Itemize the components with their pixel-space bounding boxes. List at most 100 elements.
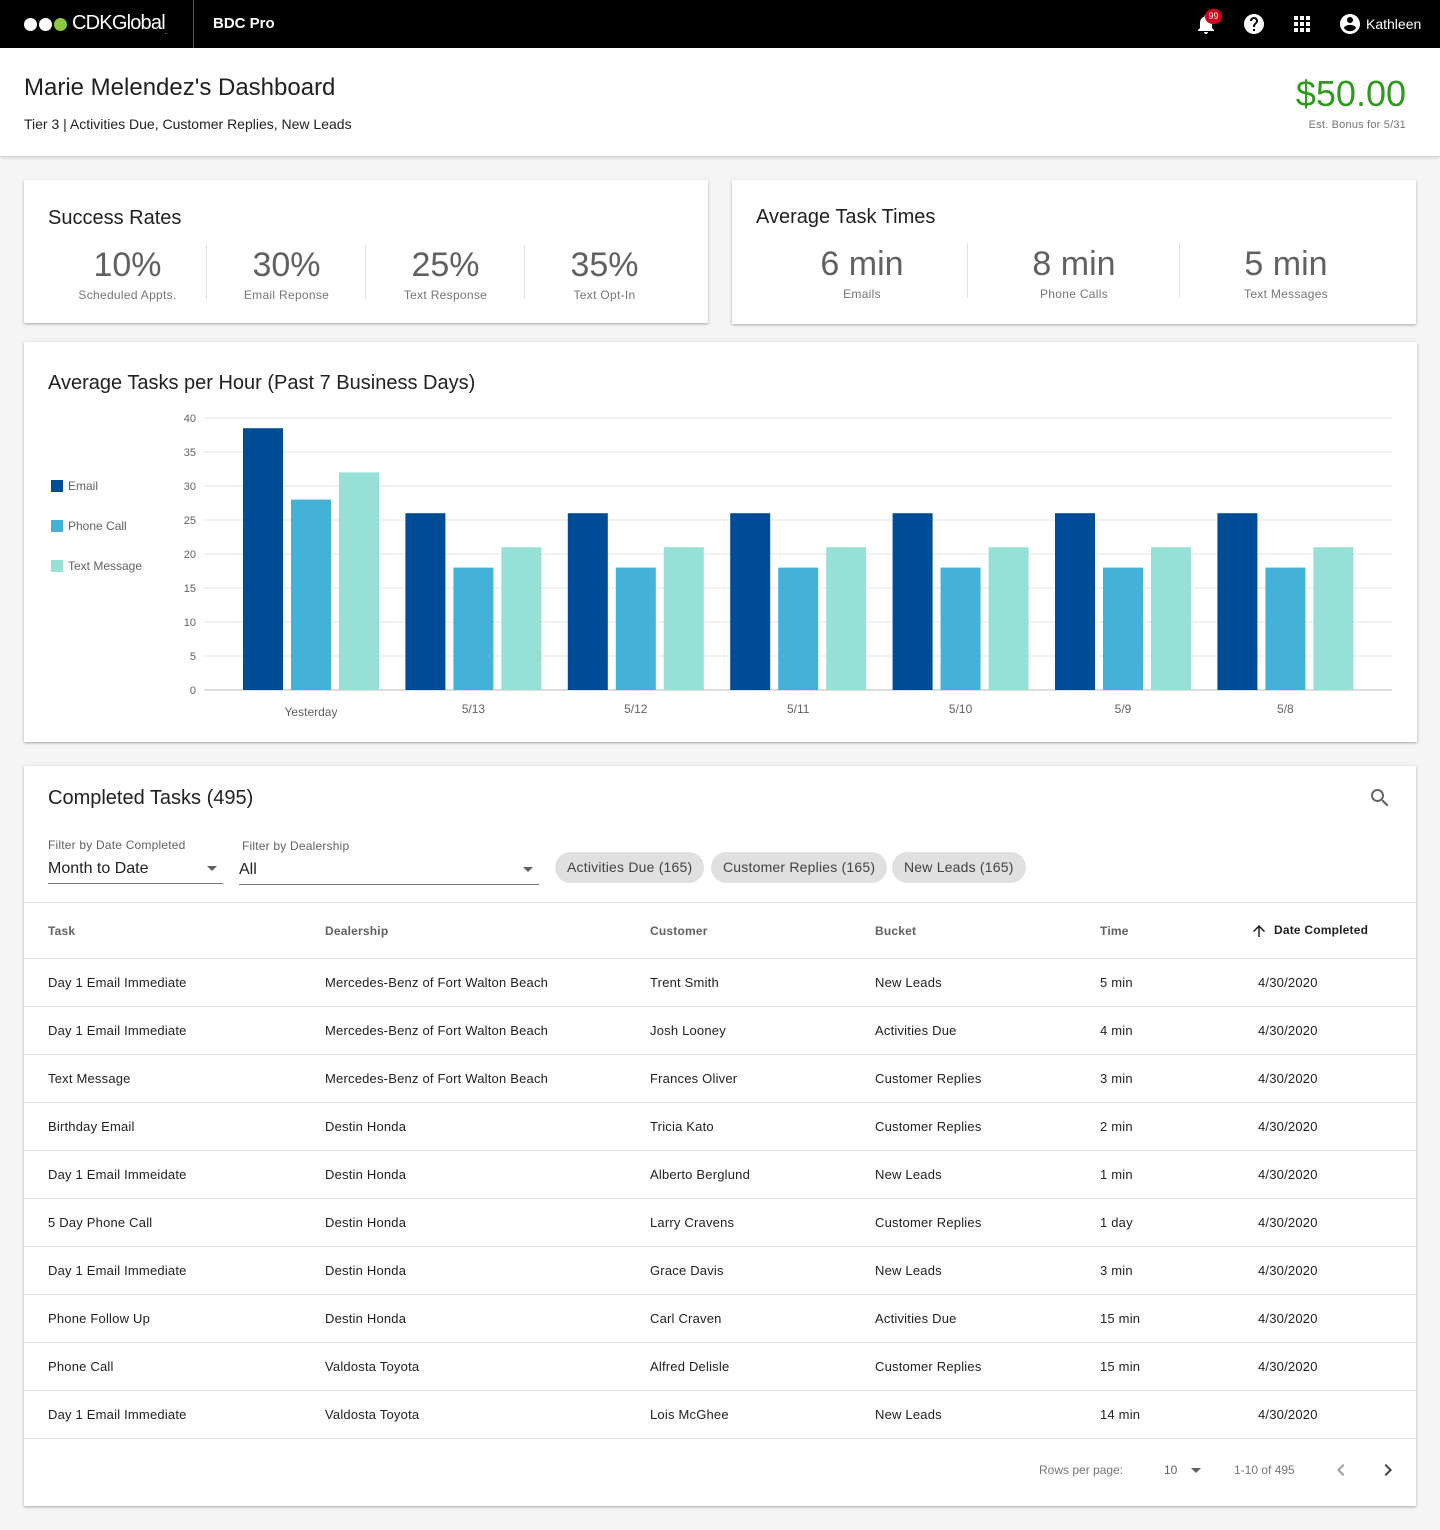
table-row[interactable]: Day 1 Email Immeidate Destin Honda Alberto… [24,1150,1416,1199]
legend-item-text-message[interactable]: Text Message [51,559,142,573]
rows-per-page-select[interactable]: 10 [1164,1463,1201,1477]
bar-text-message[interactable] [339,472,379,690]
stat-value: 35% [570,246,639,284]
chip-new-leads[interactable]: New Leads (165) [892,852,1026,883]
cell-time: 1 day [1100,1198,1250,1247]
task-times-title: Average Task Times [756,206,936,228]
column-header-customer[interactable]: Customer [650,902,875,959]
column-header-time[interactable]: Time [1100,902,1250,959]
bar-text-message[interactable] [826,547,867,690]
legend-item-phone-call[interactable]: Phone Call [51,519,127,533]
column-header-task[interactable]: Task [24,902,325,959]
legend-swatch [51,520,63,532]
filter-dealer-select[interactable]: All [239,851,539,885]
chevron-left-icon[interactable] [1329,1458,1353,1482]
table-row[interactable]: Phone Call Valdosta Toyota Alfred Delisle C… [24,1342,1416,1391]
table-row[interactable]: Birthday Email Destin Honda Tricia Kato Cus… [24,1102,1416,1151]
stat-phone-time: 8 min Phone Calls [968,247,1180,301]
table-row[interactable]: Day 1 Email Immediate Destin Honda Grace D… [24,1246,1416,1295]
page-subtitle: Tier 3 | Activities Due, Customer Replie… [24,116,352,132]
cell-customer: Tricia Kato [650,1102,875,1151]
bar-phone-call[interactable] [291,499,331,690]
chevron-right-icon[interactable] [1376,1458,1400,1482]
cell-customer: Larry Cravens [650,1198,875,1247]
bar-phone-call[interactable] [453,567,494,690]
cell-task: Day 1 Email Immediate [24,1246,325,1295]
logo-dot [24,17,37,31]
cell-time: 1 min [1100,1150,1250,1199]
page-title: Marie Melendez's Dashboard [24,74,336,101]
bar-phone-call[interactable] [1103,567,1143,690]
bonus-label: Est. Bonus for 5/31 [1308,119,1406,131]
stat-value: 6 min [820,245,904,283]
filter-date-select[interactable]: Month to Date [48,850,223,884]
bar-phone-call[interactable] [615,567,656,690]
legend-item-email[interactable]: Email [51,479,98,493]
bar-email[interactable] [405,513,446,690]
cell-task: Phone Follow Up [24,1294,325,1343]
apps-grid-icon[interactable] [1290,12,1314,36]
bar-text-message[interactable] [1151,547,1191,690]
bar-phone-call[interactable] [1265,567,1306,690]
bar-text-message[interactable] [988,547,1029,690]
task-times-card: Average Task Times 6 min Emails 8 min Ph… [732,180,1416,324]
account-circle-icon[interactable] [1338,12,1362,36]
bar-text-message[interactable] [501,547,542,690]
x-tick-label: 5/13 [462,702,486,716]
table-row[interactable]: 5 Day Phone Call Destin Honda Larry Craven… [24,1198,1416,1247]
bar-phone-call[interactable] [940,567,981,690]
search-icon[interactable] [1368,786,1392,810]
cell-bucket: Customer Replies [875,1054,1100,1103]
table-row[interactable]: Phone Follow Up Destin Honda Carl Craven Ac… [24,1294,1416,1343]
bar-text-message[interactable] [1313,547,1354,690]
bar-email[interactable] [730,513,771,690]
table-row[interactable]: Day 1 Email Immediate Mercedes-Benz of Fo… [24,958,1416,1007]
cell-dealership: Destin Honda [325,1150,650,1199]
cell-dealership: Mercedes-Benz of Fort Walton Beach [325,1054,650,1103]
cdk-logo[interactable]: CDKGlobal. [24,12,167,36]
column-header-date-completed[interactable]: Date Completed [1250,902,1416,959]
cell-date-completed: 4/30/2020 [1250,1198,1416,1247]
column-header-dealership[interactable]: Dealership [325,902,650,959]
legend-label: Text Message [68,559,143,573]
cell-date-completed: 4/30/2020 [1250,1294,1416,1343]
bar-text-message[interactable] [663,547,704,690]
bar-phone-call[interactable] [778,567,819,690]
bar-email[interactable] [567,513,608,690]
top-app-bar: CDKGlobal. BDC Pro 99 Kathleen [0,0,1440,48]
table-row[interactable]: Day 1 Email Immediate Mercedes-Benz of Fo… [24,1006,1416,1055]
cell-bucket: Customer Replies [875,1198,1100,1247]
table-row[interactable]: Text Message Mercedes-Benz of Fort Walton… [24,1054,1416,1103]
cell-bucket: New Leads [875,1150,1100,1199]
bar-email[interactable] [1217,513,1258,690]
column-header-bucket[interactable]: Bucket [875,902,1100,959]
table-row[interactable]: Day 1 Email Immediate Valdosta Toyota Lois… [24,1390,1416,1439]
cell-task: Phone Call [24,1342,325,1391]
cell-customer: Frances Oliver [650,1054,875,1103]
stat-text-response: 25% Text Response [366,248,525,302]
pagination-range: 1-10 of 495 [1234,1463,1295,1477]
arrow-up-icon[interactable] [1250,922,1268,940]
bar-email[interactable] [243,428,283,690]
bar-email[interactable] [892,513,933,690]
stat-value: 5 min [1244,245,1328,283]
cell-dealership: Mercedes-Benz of Fort Walton Beach [325,1006,650,1055]
chip-customer-replies[interactable]: Customer Replies (165) [711,852,888,883]
chip-activities-due[interactable]: Activities Due (165) [555,852,705,883]
cell-bucket: Customer Replies [875,1342,1100,1391]
user-name[interactable]: Kathleen [1366,16,1422,32]
cell-time: 3 min [1100,1054,1250,1103]
rows-per-page-value: 10 [1164,1463,1178,1477]
cell-bucket: New Leads [875,1246,1100,1295]
cell-task: 5 Day Phone Call [24,1198,325,1247]
logo-dot [39,17,52,31]
bar-email[interactable] [1055,513,1095,690]
notification-badge: 99 [1205,9,1222,24]
stat-value: 30% [252,246,321,284]
stat-value: 25% [411,246,480,284]
cell-dealership: Destin Honda [325,1102,650,1151]
legend-swatch [51,560,63,572]
help-icon[interactable] [1242,12,1266,36]
stat-text-time: 5 min Text Messages [1180,247,1392,301]
stat-scheduled-appts: 10% Scheduled Appts. [48,248,207,302]
